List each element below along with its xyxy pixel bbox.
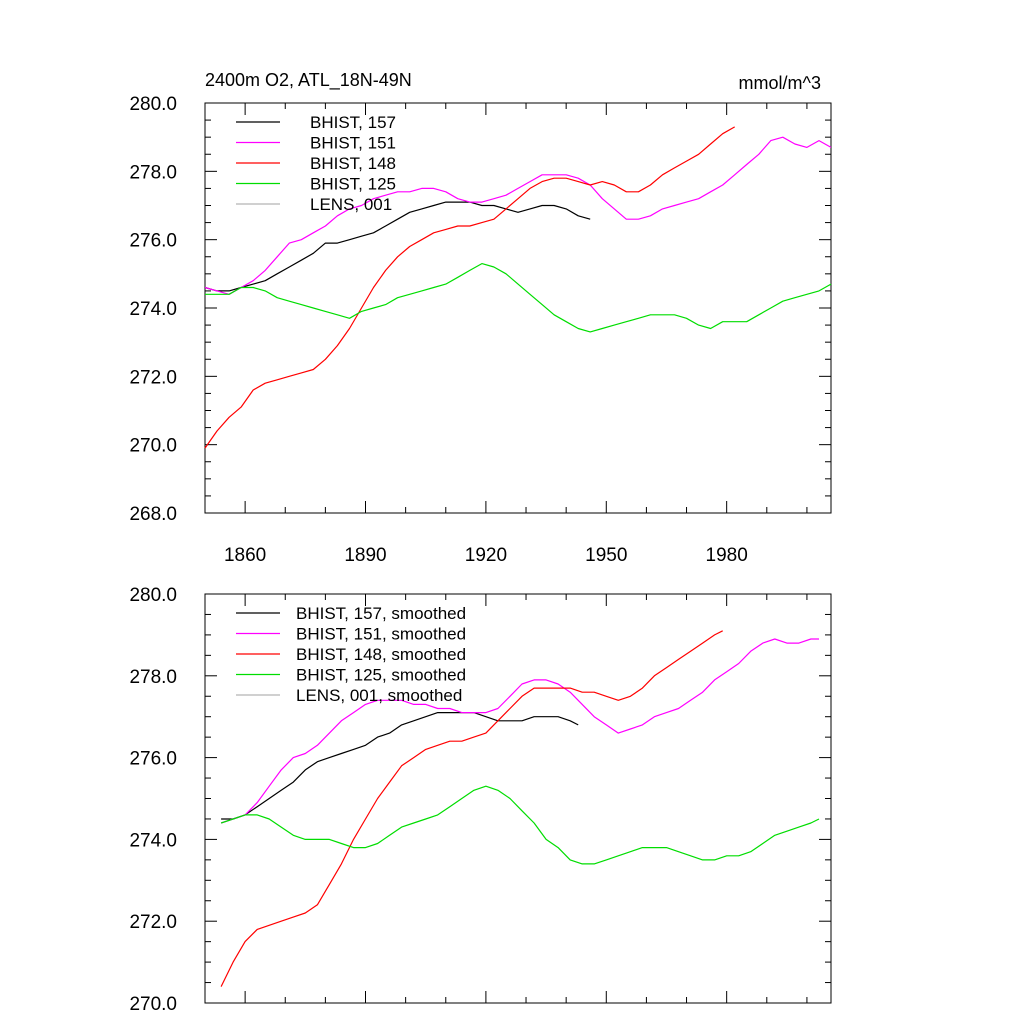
y-tick-label: 276.0 [129,231,177,252]
legend-entry: BHIST, 157 [310,113,396,132]
legend-entry: BHIST, 148 [310,154,396,173]
legend-entry: BHIST, 148, smoothed [296,645,466,664]
y-tick-label: 272.0 [129,912,177,933]
y-tick-label: 272.0 [129,367,177,388]
legend-entry: BHIST, 157, smoothed [296,604,466,623]
y-tick-label: 278.0 [129,162,177,183]
chart-title: 2400m O2, ATL_18N-49N [205,70,412,91]
x-tick-label: 1920 [465,545,507,566]
y-tick-label: 274.0 [129,830,177,851]
series-line-bhist-148-smoothed [220,630,723,987]
series-line-bhist-157 [204,201,591,292]
series-line-bhist-151 [204,136,832,295]
legend-entry: BHIST, 151 [310,134,396,153]
legend-entry: BHIST, 125 [310,175,396,194]
legend-entry: BHIST, 151, smoothed [296,625,466,644]
series-line-bhist-125 [205,263,832,333]
bottom-panel: 270.0 272.0 274.0 276.0 278.0 280.0 BHIST, 157… [129,585,832,1015]
x-tick-label: 1950 [585,545,627,566]
y-tick-label: 268.0 [129,504,177,525]
x-tick-label: 1860 [224,545,266,566]
y-tick-label: 278.0 [129,667,177,688]
y-tick-label: 270.0 [129,436,177,457]
legend-entry: BHIST, 125, smoothed [296,666,466,685]
y-tick-label: 280.0 [129,94,177,115]
unit-label: mmol/m^3 [739,73,821,93]
x-tick-label: 1890 [344,545,386,566]
y-tick-label: 276.0 [129,749,177,770]
series-line-bhist-157-smoothed [221,711,579,820]
series-line-bhist-125-smoothed [220,785,820,865]
top-panel: 268.0 270.0 272.0 274.0 276.0 278.0 280.0 1860 1… [129,70,832,566]
series-line-bhist-148 [204,126,735,449]
series-line-bhist-151-smoothed [220,638,819,824]
legend-entry: LENS, 001 [310,195,392,214]
y-tick-label: 280.0 [129,585,177,606]
legend-entry: LENS, 001, smoothed [296,686,462,705]
x-tick-label: 1980 [706,545,748,566]
y-tick-label: 270.0 [129,994,177,1015]
y-tick-label: 274.0 [129,299,177,320]
plot-frame [204,102,832,514]
